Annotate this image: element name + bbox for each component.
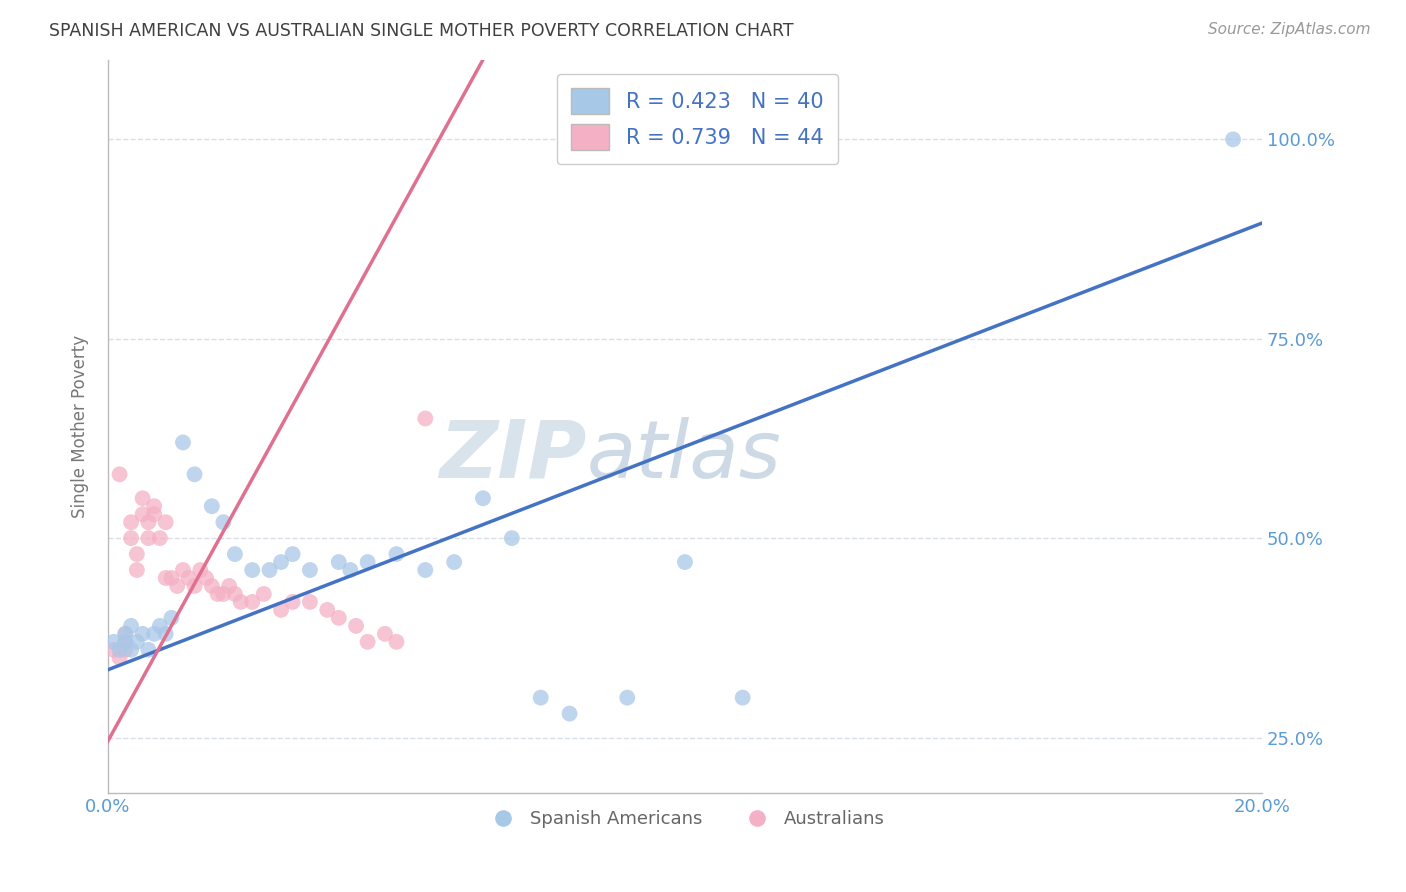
Point	[183, 467, 205, 482]
Point	[108, 467, 131, 482]
Point	[160, 571, 183, 585]
Point	[962, 794, 984, 808]
Point	[108, 650, 131, 665]
Point	[385, 547, 408, 561]
Point	[108, 642, 131, 657]
Point	[443, 555, 465, 569]
Point	[125, 547, 148, 561]
Point	[125, 635, 148, 649]
Point	[270, 603, 292, 617]
Text: SPANISH AMERICAN VS AUSTRALIAN SINGLE MOTHER POVERTY CORRELATION CHART: SPANISH AMERICAN VS AUSTRALIAN SINGLE MO…	[49, 22, 794, 40]
Point	[413, 411, 436, 425]
Point	[731, 690, 754, 705]
Text: Source: ZipAtlas.com: Source: ZipAtlas.com	[1208, 22, 1371, 37]
Point	[218, 579, 240, 593]
Point	[224, 547, 246, 561]
Point	[138, 642, 160, 657]
Point	[120, 515, 142, 529]
Point	[143, 507, 166, 521]
Point	[328, 555, 350, 569]
Point	[281, 595, 304, 609]
Point	[212, 515, 235, 529]
Point	[131, 491, 153, 506]
Point	[558, 706, 581, 721]
Point	[114, 635, 136, 649]
Point	[356, 635, 378, 649]
Text: atlas: atlas	[586, 417, 782, 495]
Point	[673, 555, 696, 569]
Legend: Spanish Americans, Australians: Spanish Americans, Australians	[478, 803, 891, 836]
Text: ZIP: ZIP	[440, 417, 586, 495]
Point	[316, 603, 339, 617]
Point	[103, 642, 125, 657]
Point	[114, 642, 136, 657]
Point	[138, 515, 160, 529]
Point	[356, 555, 378, 569]
Point	[374, 627, 396, 641]
Point	[413, 563, 436, 577]
Point	[207, 587, 229, 601]
Point	[120, 619, 142, 633]
Point	[103, 635, 125, 649]
Point	[160, 611, 183, 625]
Point	[138, 531, 160, 545]
Point	[530, 690, 553, 705]
Point	[501, 531, 523, 545]
Point	[183, 579, 205, 593]
Point	[143, 627, 166, 641]
Point	[149, 619, 172, 633]
Point	[240, 563, 263, 577]
Point	[281, 547, 304, 561]
Point	[385, 635, 408, 649]
Point	[339, 563, 361, 577]
Point	[131, 627, 153, 641]
Point	[344, 619, 367, 633]
Point	[114, 627, 136, 641]
Point	[120, 531, 142, 545]
Point	[846, 794, 869, 808]
Point	[155, 515, 177, 529]
Point	[143, 500, 166, 514]
Point	[149, 531, 172, 545]
Point	[172, 435, 194, 450]
Point	[195, 571, 218, 585]
Point	[253, 587, 276, 601]
Point	[120, 642, 142, 657]
Point	[1019, 802, 1042, 816]
Point	[240, 595, 263, 609]
Point	[224, 587, 246, 601]
Point	[155, 627, 177, 641]
Point	[114, 635, 136, 649]
Point	[201, 500, 224, 514]
Point	[166, 579, 188, 593]
Point	[177, 571, 200, 585]
Point	[298, 595, 321, 609]
Point	[131, 507, 153, 521]
Point	[188, 563, 211, 577]
Point	[114, 627, 136, 641]
Point	[298, 563, 321, 577]
Point	[1222, 132, 1244, 146]
Point	[229, 595, 252, 609]
Point	[328, 611, 350, 625]
Point	[270, 555, 292, 569]
Y-axis label: Single Mother Poverty: Single Mother Poverty	[72, 334, 89, 518]
Point	[172, 563, 194, 577]
Point	[201, 579, 224, 593]
Point	[155, 571, 177, 585]
Point	[125, 563, 148, 577]
Point	[616, 690, 638, 705]
Point	[472, 491, 495, 506]
Point	[259, 563, 281, 577]
Point	[212, 587, 235, 601]
